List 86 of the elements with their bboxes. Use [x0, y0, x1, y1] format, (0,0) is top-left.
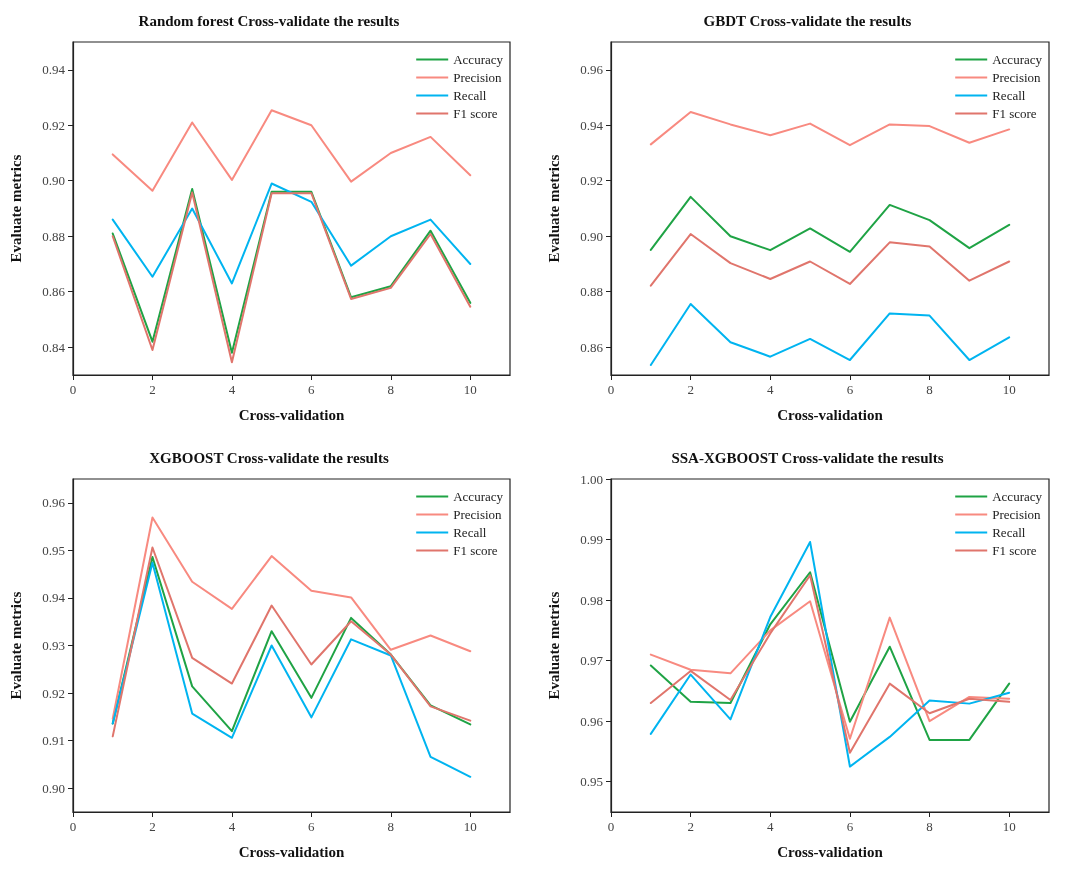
x-tick-label: 6 [308, 819, 316, 834]
y-axis-title: Evaluate metrics [7, 591, 24, 700]
y-tick-label: 0.86 [580, 339, 604, 355]
x-tick-label: 10 [463, 382, 477, 397]
legend-label: F1 score [992, 543, 1037, 558]
y-tick-label: 0.95 [42, 542, 65, 558]
x-tick-label: 6 [846, 382, 854, 397]
y-tick-label: 0.94 [42, 62, 66, 78]
y-tick-label: 0.90 [42, 173, 65, 189]
y-tick-label: 0.84 [42, 339, 66, 355]
x-tick-label: 8 [926, 382, 933, 397]
line-series [111, 109, 472, 192]
x-axis-title: Cross-validation [238, 406, 345, 423]
y-tick-label: 0.92 [580, 173, 603, 189]
x-tick-label: 8 [387, 819, 395, 834]
legend-label: F1 score [453, 106, 498, 121]
line-series [111, 561, 472, 778]
x-tick-label: 4 [767, 819, 775, 834]
x-tick-label: 2 [149, 819, 156, 834]
chart-title: XGBOOST Cross-validate the results [149, 449, 389, 466]
x-axis-title: Cross-validation [777, 843, 884, 860]
legend-label: Precision [453, 70, 503, 85]
legend-label: Recall [453, 88, 487, 103]
y-axis-title: Evaluate metrics [545, 154, 562, 263]
chart-title: SSA-XGBOOST Cross-validate the results [671, 449, 944, 466]
y-tick-label: 0.92 [42, 117, 65, 133]
line-series [649, 600, 1011, 740]
y-axis-title: Evaluate metrics [7, 154, 24, 263]
y-tick-label: 0.92 [42, 685, 65, 701]
y-tick-label: 0.94 [42, 590, 66, 606]
y-tick-label: 0.94 [580, 117, 604, 133]
y-tick-label: 0.98 [580, 592, 603, 608]
x-tick-label: 10 [1002, 382, 1016, 397]
x-tick-label: 2 [687, 382, 694, 397]
x-tick-label: 0 [69, 819, 77, 834]
legend-label: Precision [453, 507, 503, 522]
y-tick-label: 0.88 [42, 228, 65, 244]
y-tick-label: 0.97 [580, 653, 604, 669]
x-tick-label: 10 [1002, 819, 1016, 834]
y-tick-label: 0.96 [580, 62, 604, 78]
y-tick-label: 1.00 [580, 471, 603, 487]
y-tick-label: 0.90 [580, 228, 603, 244]
x-tick-label: 6 [846, 819, 854, 834]
line-series [649, 110, 1011, 147]
legend-label: Recall [992, 88, 1026, 103]
x-tick-label: 4 [228, 382, 236, 397]
x-tick-label: 4 [767, 382, 775, 397]
y-tick-label: 0.86 [42, 284, 66, 300]
y-tick-label: 0.99 [580, 532, 603, 548]
y-tick-label: 0.96 [580, 713, 604, 729]
x-tick-label: 8 [387, 382, 395, 397]
y-tick-label: 0.88 [580, 284, 603, 300]
y-tick-label: 0.93 [42, 638, 65, 653]
x-tick-label: 0 [69, 382, 77, 397]
y-axis-title: Evaluate metrics [545, 591, 562, 700]
x-tick-label: 6 [308, 382, 316, 397]
chart-title: GBDT Cross-validate the results [703, 12, 912, 29]
y-tick-label: 0.91 [42, 733, 65, 749]
line-series [649, 302, 1011, 367]
x-axis-title: Cross-validation [777, 406, 884, 423]
legend-label: Accuracy [992, 52, 1043, 67]
legend-label: Accuracy [453, 52, 504, 67]
x-tick-label: 4 [228, 819, 236, 834]
legend-label: Recall [453, 525, 487, 540]
legend-label: F1 score [992, 106, 1037, 121]
line-series [649, 540, 1011, 768]
y-tick-label: 0.95 [580, 774, 603, 790]
y-tick-label: 0.96 [42, 495, 66, 511]
legend-label: Recall [992, 525, 1026, 540]
y-tick-label: 0.90 [42, 780, 65, 796]
x-tick-label: 0 [607, 382, 615, 397]
x-tick-label: 2 [149, 382, 156, 397]
x-axis-title: Cross-validation [238, 843, 345, 860]
x-tick-label: 2 [687, 819, 694, 834]
chart-title: Random forest Cross-validate the results [138, 12, 400, 29]
x-tick-label: 10 [463, 819, 477, 834]
x-tick-label: 0 [607, 819, 615, 834]
legend-label: F1 score [453, 543, 498, 558]
legend-label: Precision [992, 70, 1042, 85]
x-tick-label: 8 [926, 819, 933, 834]
legend-label: Precision [992, 507, 1042, 522]
line-series [649, 195, 1011, 253]
line-series [649, 233, 1011, 287]
line-series [111, 182, 472, 285]
legend-label: Accuracy [453, 489, 504, 504]
legend-label: Accuracy [992, 489, 1043, 504]
